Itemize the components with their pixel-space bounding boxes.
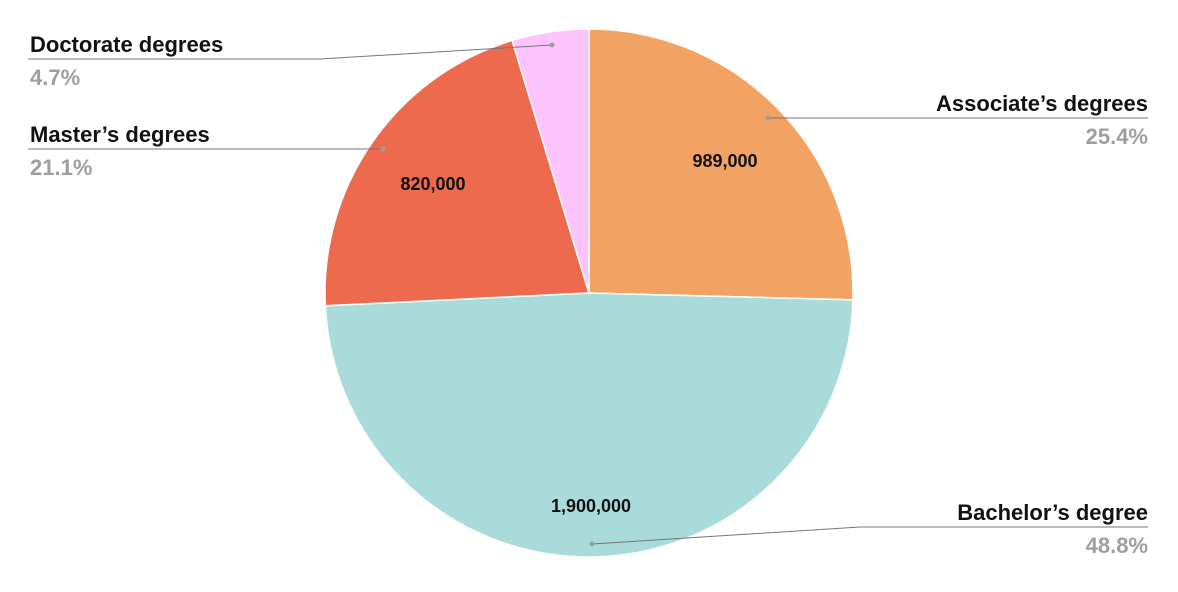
slice-percent-label: 4.7% (30, 65, 80, 90)
slice-value-label: 820,000 (400, 174, 465, 194)
slice-percent-label: 21.1% (30, 155, 92, 180)
pie-slice-master-s-degrees (324, 39, 590, 307)
leader-dot-associate-s-degrees (765, 115, 771, 121)
slice-value-label: 989,000 (692, 151, 757, 171)
slice-category-label: Bachelor’s degree (957, 500, 1148, 525)
slice-value-label: 1,900,000 (551, 496, 631, 516)
slice-percent-label: 25.4% (1086, 124, 1148, 149)
leader-dot-master-s-degrees (380, 146, 386, 152)
pie-slice-doctorate-degrees (511, 28, 590, 294)
slice-category-label: Associate’s degrees (936, 91, 1148, 116)
slice-category-label: Doctorate degrees (30, 32, 223, 57)
leader-dot-doctorate-degrees (549, 42, 555, 48)
leader-line-doctorate-degrees (28, 44, 553, 60)
leader-dot-bachelor-s-degree (589, 541, 595, 547)
slice-percent-label: 48.8% (1086, 533, 1148, 558)
pie-slice-bachelor-s-degree (324, 292, 854, 558)
slice-category-label: Master’s degrees (30, 122, 210, 147)
pie-slice-associate-s-degrees (588, 28, 854, 301)
leader-line-bachelor-s-degree (591, 526, 1148, 545)
